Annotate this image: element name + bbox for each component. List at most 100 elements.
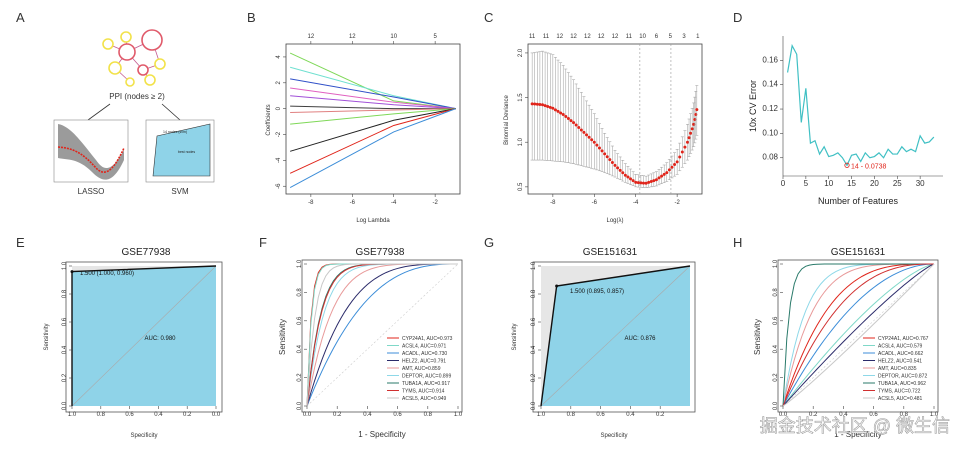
panel-c: C -8 -6 -4 -2 0.5 1.0 1.5 2.0 11 11 12 12 12 12 12 11 10… — [484, 10, 703, 224]
deviance-point — [690, 127, 694, 131]
deviance-point — [543, 104, 547, 108]
axes-d: 0 5 10 15 20 25 30 0.08 0.10 0.12 0.14 0.16 — [762, 36, 943, 188]
deviance-point — [678, 155, 682, 159]
xlabel-g: Specificity — [600, 433, 627, 439]
x-tick-label: 0 — [781, 179, 786, 188]
ylabel-b: Coefficients — [266, 104, 272, 135]
y-tick-label: 0.8 — [62, 289, 68, 298]
deviance-point — [553, 108, 557, 112]
deviance-point — [600, 149, 604, 153]
top-tick-label: 1 — [696, 34, 700, 40]
y-tick-label: 0.4 — [297, 344, 303, 353]
y-tick-label: 0.8 — [773, 288, 779, 297]
lasso-label: LASSO — [78, 187, 105, 196]
roc-plot-e — [70, 265, 217, 407]
deviance-point — [592, 140, 596, 144]
deviance-point — [587, 135, 591, 139]
ppi-node — [118, 43, 136, 61]
y-tick-label: 0.4 — [773, 344, 779, 353]
y-tick-label: 0 — [276, 106, 282, 110]
svm-mini-fill — [152, 123, 211, 177]
panel-g: G GSE151631 1.0 0.8 0.6 0.4 0.2 0.0 0.2 0.4 0.6 0… — [484, 235, 696, 439]
top-tick-label: 6 — [655, 34, 659, 40]
roc-curve-ACSL4 — [782, 263, 935, 407]
panel-letter-e: E — [16, 235, 25, 250]
ppi-node — [102, 38, 114, 50]
roc-curve-ACSL5 — [782, 263, 935, 407]
x-tick-label: 15 — [847, 179, 856, 188]
legend-label: DEPTOR, AUC=0.899 — [402, 374, 451, 380]
x-tick-label: 0.2 — [333, 412, 342, 418]
x-tick-label: 0.6 — [393, 412, 402, 418]
auc-label-g: AUC: 0.876 — [624, 336, 656, 342]
axes-e: 1.0 0.8 0.6 0.4 0.2 0.0 0.0 0.2 0.4 0.6 0.8 1.0 — [62, 261, 221, 418]
deviance-point — [538, 102, 542, 106]
coef-path-coef11 — [289, 108, 457, 188]
deviance-point — [634, 180, 638, 184]
roc-curve-HELZ2 — [782, 263, 935, 407]
legend-label: TUBA1A, AUC=0.962 — [878, 381, 926, 387]
deviance-point — [660, 174, 664, 178]
deviance-point — [667, 168, 671, 172]
watermark-text: 掘金技术社区 @ 微生信 — [760, 416, 950, 436]
x-tick-label: 0.6 — [596, 412, 605, 418]
roc-curve-ACADL — [782, 263, 935, 407]
deviance-point — [621, 171, 625, 175]
legend-label: ACSL5, AUC=0.949 — [402, 396, 447, 402]
roc-curve-ACSL5 — [306, 263, 458, 407]
roc-diagonal — [71, 265, 217, 407]
roc-plot-g — [540, 265, 691, 407]
y-tick-label: 0.08 — [762, 153, 778, 162]
ppi-network-diagram — [102, 29, 166, 87]
deviance-point — [541, 103, 544, 107]
plot-frame-d — [783, 36, 943, 176]
legend-label: CYP24A1, AUC=0.973 — [402, 336, 453, 342]
ylabel-h: Sensitivity — [753, 319, 762, 355]
top-tick-label: 12 — [556, 34, 563, 40]
deviance-point — [687, 136, 691, 140]
deviance-point — [551, 106, 555, 110]
lasso-mini-curve — [57, 146, 125, 173]
top-tick-label: 12 — [308, 34, 315, 40]
y-tick-label: 0.0 — [773, 401, 779, 410]
deviance-point — [561, 113, 565, 117]
xlabel-e: Specificity — [130, 433, 157, 439]
deviance-point — [582, 130, 586, 134]
title-g: GSE151631 — [583, 247, 638, 258]
y-tick-label: 0.4 — [62, 345, 68, 354]
deviance-point — [566, 117, 570, 121]
x-tick-label: -4 — [391, 200, 397, 206]
panel-letter-c: C — [484, 10, 493, 25]
top-tick-label: 11 — [543, 34, 550, 40]
legend-label: ACSL4, AUC=0.579 — [878, 344, 923, 350]
y-tick-label: 0.8 — [297, 288, 303, 297]
plot-frame-h — [777, 259, 939, 413]
deviance-point — [610, 161, 614, 165]
x-tick-label: 20 — [870, 179, 879, 188]
y-tick-label: 4 — [276, 55, 282, 59]
legend-label: DEPTOR, AUC=0.872 — [878, 374, 927, 380]
y-tick-label: 1.0 — [773, 259, 779, 268]
x-tick-label: 0.8 — [424, 412, 433, 418]
deviance-point — [530, 102, 534, 106]
axes-b: -8 -6 -4 -2 -6 -4 -2 0 2 4 12 12 10 5 — [276, 34, 438, 206]
deviance-point — [579, 128, 583, 132]
y-tick-label: 1.0 — [297, 259, 303, 268]
x-tick-label: 30 — [916, 179, 925, 188]
deviance-point — [608, 158, 612, 162]
legend-label: HELZ2, AUC=0.791 — [402, 359, 446, 365]
deviance-point — [694, 113, 698, 117]
panel-letter-a: A — [16, 10, 25, 25]
cv-error-line — [786, 43, 935, 167]
ylabel-d: 10x CV Error — [748, 80, 758, 132]
roc-diagonal — [306, 263, 459, 407]
deviance-point — [644, 181, 648, 185]
legend-f: CYP24A1, AUC=0.973 ACSL4, AUC=0.971ACADL,… — [387, 336, 453, 402]
deviance-point — [629, 177, 633, 181]
x-tick-label: 0.6 — [125, 412, 134, 418]
panel-letter-d: D — [733, 10, 742, 25]
legend-label: TYMS, AUC=0.722 — [878, 389, 921, 395]
panel-f: F GSE77938 0.0 0.2 0.4 0.6 0.8 1.00.00.20.40.… — [259, 235, 463, 439]
deviance-point — [546, 105, 550, 108]
deviance-point — [686, 140, 689, 144]
